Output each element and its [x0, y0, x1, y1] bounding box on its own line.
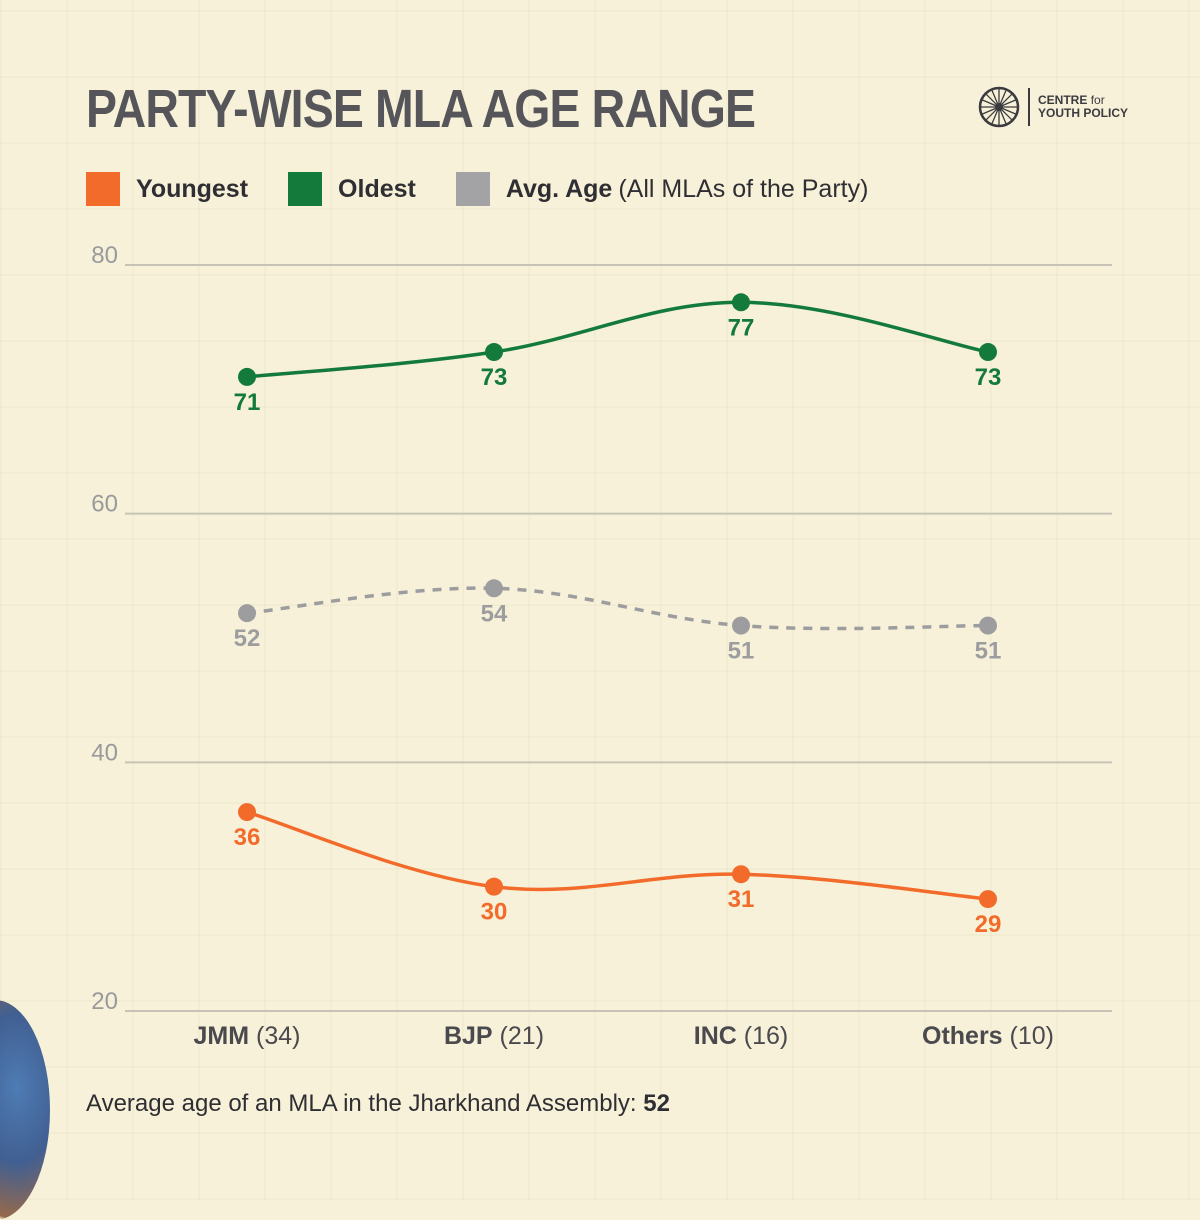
data-point-youngest-jmm: [238, 803, 256, 822]
data-point-avg-age-jmm: [238, 604, 256, 623]
x-tick-party: INC: [694, 1022, 737, 1050]
footer-note: Average age of an MLA in the Jharkhand A…: [86, 1090, 670, 1118]
legend-swatch-oldest: [288, 172, 323, 206]
data-point-youngest-bjp: [485, 877, 503, 896]
x-tick-count: (16): [737, 1022, 788, 1050]
data-label-avg-age-bjp: 54: [481, 600, 508, 627]
data-label-youngest-inc: 31: [728, 886, 755, 913]
y-tick-label-20: 20: [91, 988, 118, 1015]
data-label-youngest-others: 29: [975, 911, 1002, 938]
data-point-youngest-others: [979, 890, 997, 909]
data-point-oldest-bjp: [485, 343, 503, 362]
y-tick-label-40: 40: [91, 739, 118, 766]
x-tick-label-bjp: BJP (21): [444, 1022, 544, 1050]
x-tick-count: (10): [1003, 1022, 1054, 1050]
logo-text: CENTRE for YOUTH POLICY: [1038, 94, 1128, 120]
data-point-avg-age-bjp: [485, 579, 503, 598]
data-label-oldest-jmm: 71: [234, 389, 261, 416]
x-tick-party: JMM: [194, 1022, 250, 1050]
series-line-oldest: [246, 300, 989, 379]
data-label-avg-age-jmm: 52: [234, 625, 261, 652]
logo-line2: YOUTH POLICY: [1038, 106, 1129, 120]
y-tick-label-60: 60: [91, 491, 118, 518]
data-label-oldest-inc: 77: [728, 314, 755, 341]
data-label-oldest-others: 73: [975, 364, 1002, 391]
logo: CENTRE for YOUTH POLICY: [978, 86, 1128, 128]
data-label-oldest-bjp: 73: [481, 364, 508, 391]
legend-label-avg-age: Avg. Age: [505, 174, 613, 203]
series-line-youngest: [246, 810, 989, 901]
data-label-youngest-jmm: 36: [234, 824, 261, 851]
data-label-avg-age-inc: 51: [728, 638, 755, 665]
legend-item-oldest: Oldest: [288, 172, 416, 206]
x-tick-party: BJP: [444, 1022, 493, 1050]
data-point-avg-age-inc: [732, 616, 750, 635]
x-tick-count: (34): [249, 1022, 300, 1050]
legend-label-oldest: Oldest: [338, 174, 416, 203]
footer-value: 52: [643, 1090, 670, 1117]
data-label-youngest-bjp: 30: [481, 899, 508, 926]
logo-line1-suffix: for: [1090, 93, 1105, 107]
x-tick-count: (21): [493, 1022, 544, 1050]
x-tick-label-jmm: JMM (34): [194, 1022, 301, 1050]
legend-swatch-avg-age: [455, 172, 490, 206]
data-point-oldest-inc: [732, 293, 750, 312]
x-tick-label-inc: INC (16): [694, 1022, 788, 1050]
ashoka-chakra-icon: [978, 86, 1020, 128]
data-point-avg-age-others: [979, 616, 997, 635]
legend-swatch-youngest: [86, 172, 120, 206]
page-title: PARTY-WISE MLA AGE RANGE: [86, 79, 756, 139]
legend-note-avg-age: (All MLAs of the Party): [618, 174, 869, 203]
y-tick-label-80: 80: [91, 242, 118, 269]
data-label-avg-age-others: 51: [975, 638, 1002, 665]
logo-divider: [1028, 88, 1030, 126]
footer-text: Average age of an MLA in the Jharkhand A…: [86, 1090, 637, 1117]
legend-label-youngest: Youngest: [136, 174, 249, 203]
x-tick-label-others: Others (10): [922, 1022, 1054, 1050]
legend: Youngest Oldest Avg. Age (All MLAs of th…: [86, 172, 908, 206]
legend-item-youngest: Youngest: [86, 172, 248, 206]
x-tick-party: Others: [922, 1022, 1003, 1050]
data-point-youngest-inc: [732, 865, 750, 884]
legend-item-avg-age: Avg. Age (All MLAs of the Party): [455, 172, 869, 206]
data-point-oldest-jmm: [238, 367, 256, 386]
data-point-oldest-others: [979, 343, 997, 362]
series-line-avg-age: [246, 586, 989, 631]
logo-line1: CENTRE: [1038, 93, 1088, 107]
